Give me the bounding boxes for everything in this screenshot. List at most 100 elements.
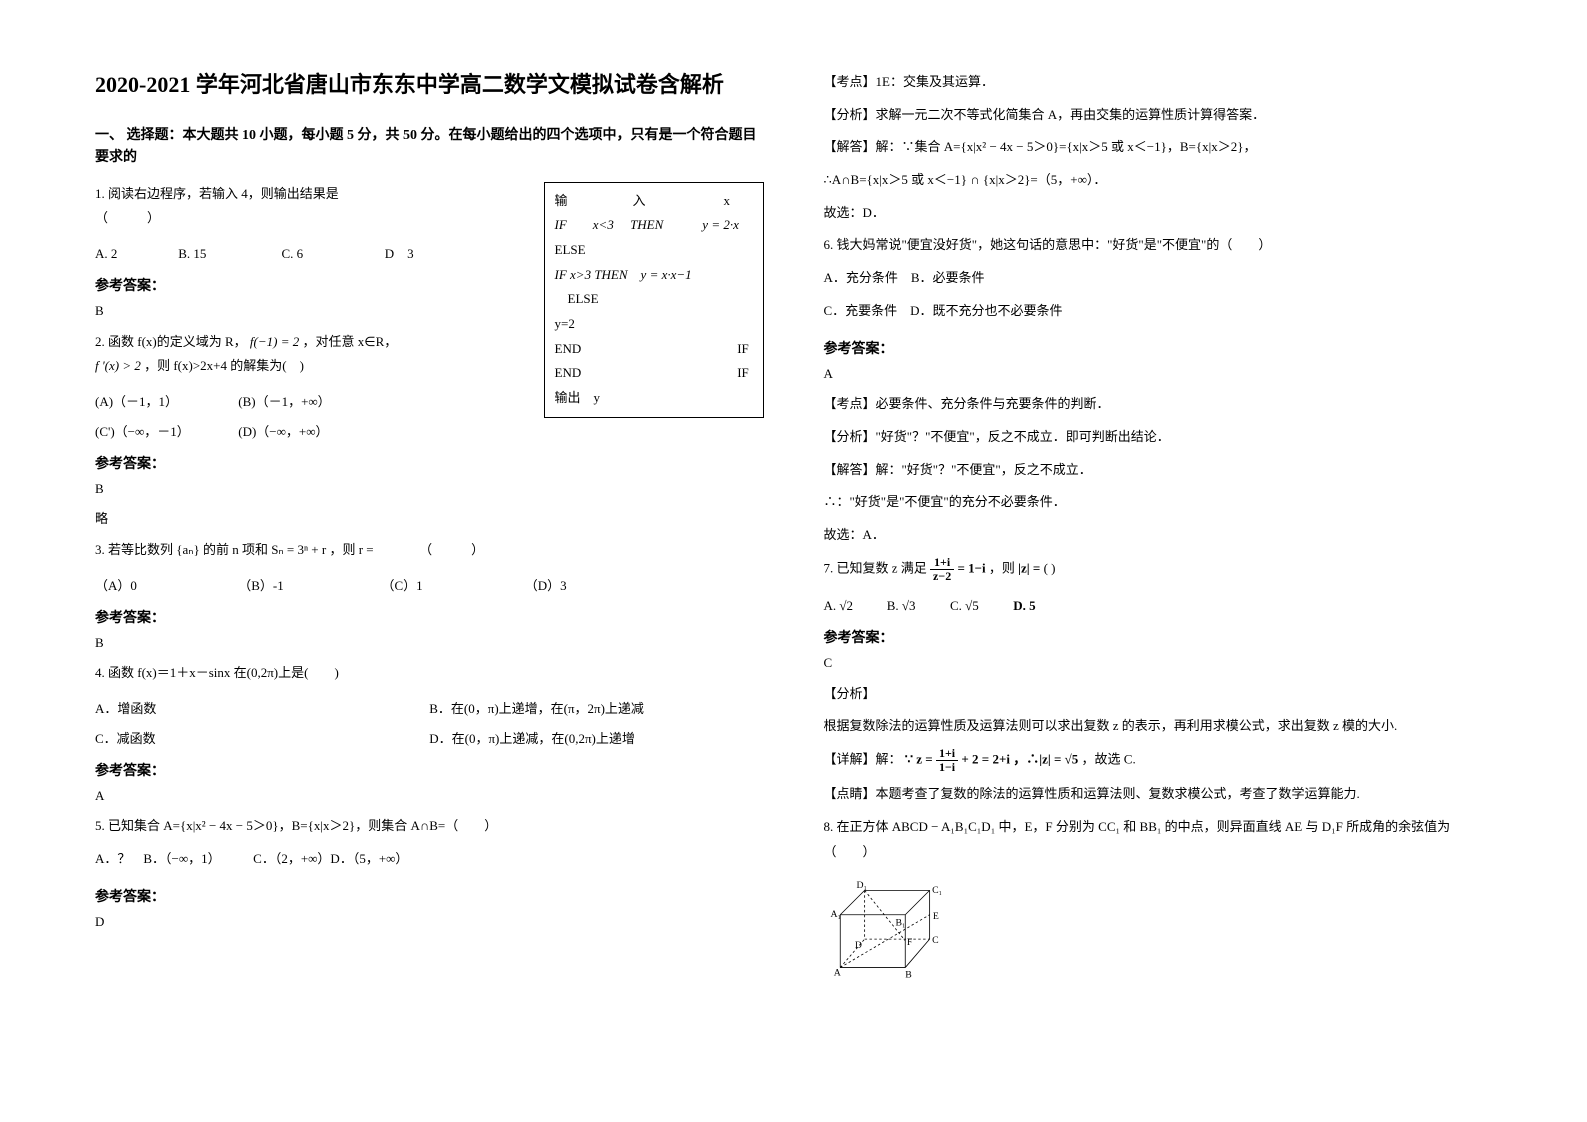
q7-c: ，则: [989, 560, 1015, 575]
jd6a: 【解答】解："好货"？"不便宜"，反之不成立．: [824, 458, 1493, 483]
q6-ans: A: [824, 362, 1493, 387]
q1-ans: B: [95, 299, 534, 324]
q2-opt-c: (C')（−∞，－1）: [95, 417, 235, 447]
cube-diagram: A B C D A₁ B₁ C₁ D₁ E F: [824, 876, 954, 986]
q7-opt-d: D. 5: [1013, 591, 1073, 621]
q2-opt-d: (D)（−∞，+∞）: [238, 417, 378, 447]
q8-stem: 8. 在正方体 ABCD − A₁B₁C₁D₁ 中，E，F 分别为 CC₁ 和 …: [824, 815, 1493, 864]
lbl-C1: C₁: [932, 885, 942, 896]
q4-opt-d: D．在(0，π)上递减，在(0,2π)上递增: [429, 724, 763, 754]
code-line-5: y=2: [555, 312, 753, 337]
code-box: 输 入 x IF x<3 THEN y = 2·x ELSE IF x>3 TH…: [544, 182, 764, 418]
q3-ans: B: [95, 631, 764, 656]
q2-opt-b: (B)（－1，+∞）: [238, 387, 378, 417]
xj7-frac-d: 1−i: [936, 761, 958, 774]
q7-opt-b: B. √3: [887, 591, 947, 621]
jd1c: 故选：D．: [824, 201, 1493, 226]
lbl-B1: B₁: [895, 918, 905, 929]
q7-b: = 1−i: [957, 560, 985, 575]
q5-stem: 5. 已知集合 A={x|x² − 4x − 5＞0}，B={x|x＞2}，则集…: [95, 814, 764, 839]
lbl-D: D: [854, 940, 861, 951]
q7-opt-c: C. √5: [950, 591, 1010, 621]
q1-stem: 1. 阅读右边程序，若输入 4，则输出结果是 （ ）: [95, 182, 534, 231]
xj7-frac: 1+i 1−i: [936, 747, 958, 774]
q4-opt-b: B．在(0，π)上递增，在(π，2π)上递减: [429, 694, 763, 724]
xj7-z: ∵ z =: [905, 752, 933, 767]
q7-options: A. √2 B. √3 C. √5 D. 5: [824, 591, 1493, 621]
q4-opt-a: A．增函数: [95, 694, 429, 724]
q6-stem: 6. 钱大妈常说"便宜没好货"，她这句话的意思中："好货"是"不便宜"的（ ）: [824, 233, 1493, 258]
q3-options: （A）0 （B）-1 （C）1 （D）3: [95, 571, 764, 601]
q4-ans-label: 参考答案：: [95, 760, 764, 780]
xj7-a: 【详解】解：: [824, 752, 902, 767]
lbl-A: A: [833, 968, 840, 979]
q2-fneg1: f(−1) = 2: [250, 334, 299, 349]
dj7: 【点睛】本题考查了复数的除法的运算性质和运算法则、复数求模公式，考查了数学运算能…: [824, 782, 1493, 807]
xj7: 【详解】解： ∵ z = 1+i 1−i + 2 = 2+i ，∴|z| = √…: [824, 747, 1493, 774]
jd6b: ∴："好货"是"不便宜"的充分不必要条件．: [824, 490, 1493, 515]
lbl-F: F: [906, 937, 912, 948]
q3-stem-c: ，则 r = （ ）: [329, 542, 484, 557]
q3-stem-a: 3. 若等比数列: [95, 542, 173, 557]
q1-opt-c: C. 6: [282, 239, 382, 269]
q2-ans-label: 参考答案：: [95, 453, 764, 473]
q7-frac-n: 1+i: [930, 556, 954, 570]
xj7-c: ，∴|z| = √5: [1013, 752, 1078, 767]
q3-opt-d: （D）3: [525, 571, 665, 601]
q2-sub: 略: [95, 507, 764, 532]
q7-a: 7. 已知复数 z 满足: [824, 560, 927, 575]
q4-stem: 4. 函数 f(x)＝1＋x－sinx 在(0,2π)上是( ): [95, 661, 764, 686]
q1-ans-label: 参考答案：: [95, 275, 534, 295]
q7-ans: C: [824, 651, 1493, 676]
section-head: 一、 选择题：本大题共 10 小题，每小题 5 分，共 50 分。在每小题给出的…: [95, 125, 764, 170]
left-column: 2020-2021 学年河北省唐山市东东中学高二数学文模拟试卷含解析 一、 选择…: [95, 70, 764, 1092]
q1-opt-b: B. 15: [178, 239, 278, 269]
q6-opts-a: A．充分条件 B．必要条件: [824, 266, 1493, 291]
fx1: 【分析】求解一元二次不等式化简集合 A，再由交集的运算性质计算得答案．: [824, 103, 1493, 128]
q3-stem: 3. 若等比数列 {aₙ} 的前 n 项和 Sₙ = 3ⁿ + r ，则 r =…: [95, 538, 764, 563]
code-line-7: END IF: [555, 361, 753, 386]
lbl-C: C: [932, 936, 939, 947]
lbl-A1: A₁: [830, 910, 840, 921]
q2-options: (A)（－1，1） (B)（－1，+∞） (C')（−∞，－1） (D)（−∞，…: [95, 387, 534, 447]
q7-frac: 1+i z−2: [930, 556, 954, 583]
kd6: 【考点】必要条件、充分条件与充要条件的判断．: [824, 392, 1493, 417]
fx7-h: 【分析】: [824, 682, 1493, 707]
q6-ans-label: 参考答案：: [824, 338, 1493, 358]
q2-stem: 2. 函数 f(x)的定义域为 R， f(−1) = 2 ，对任意 x∈R， f…: [95, 330, 534, 379]
q1-options: A. 2 B. 15 C. 6 D 3: [95, 239, 534, 269]
q1-opt-a: A. 2: [95, 239, 175, 269]
jd1b: ∴A∩B={x|x＞5 或 x＜−1} ∩ {x|x＞2}=（5，+∞）．: [824, 168, 1493, 193]
jd1a: 【解答】解：∵集合 A={x|x² − 4x − 5＞0}={x|x＞5 或 x…: [824, 135, 1493, 160]
page: 2020-2021 学年河北省唐山市东东中学高二数学文模拟试卷含解析 一、 选择…: [0, 0, 1587, 1122]
q1-row: 1. 阅读右边程序，若输入 4，则输出结果是 （ ） A. 2 B. 15 C.…: [95, 182, 764, 447]
q5-ans: D: [95, 910, 764, 935]
q7-stem: 7. 已知复数 z 满足 1+i z−2 = 1−i ，则 |z| = ( ): [824, 556, 1493, 583]
q1-left: 1. 阅读右边程序，若输入 4，则输出结果是 （ ） A. 2 B. 15 C.…: [95, 182, 534, 447]
q3-opt-b: （B）-1: [238, 571, 378, 601]
doc-title: 2020-2021 学年河北省唐山市东东中学高二数学文模拟试卷含解析: [95, 70, 764, 101]
q7-frac-d: z−2: [930, 570, 954, 583]
q2-stem-a: 2. 函数 f(x)的定义域为 R，: [95, 334, 247, 349]
code-line-4: ELSE: [555, 287, 753, 312]
code-line-2: ELSE: [555, 238, 753, 263]
code-line-1: IF x<3 THEN y = 2·x: [555, 213, 753, 238]
lbl-E: E: [932, 911, 938, 922]
q2-ans: B: [95, 477, 764, 502]
q3-stem-b: 的前 n 项和: [203, 542, 268, 557]
code-line-0: 输 入 x: [555, 189, 753, 214]
fx6: 【分析】"好货"？"不便宜"，反之不成立．即可判断出结论．: [824, 425, 1493, 450]
q7-opt-a: A. √2: [824, 591, 884, 621]
kd1: 【考点】1E：交集及其运算．: [824, 70, 1493, 95]
q7-d: ( ): [1044, 560, 1056, 575]
q4-options: A．增函数 B．在(0，π)上递增，在(π，2π)上递减 C．减函数 D．在(0…: [95, 694, 764, 754]
q4-ans: A: [95, 784, 764, 809]
q3-an: {aₙ}: [176, 542, 199, 557]
q3-opt-a: （A）0: [95, 571, 235, 601]
q3-ans-label: 参考答案：: [95, 607, 764, 627]
q2-stem-b: ，对任意 x∈R，: [303, 334, 398, 349]
lbl-B: B: [905, 970, 912, 981]
q5-opts: A．？ B．（−∞，1） C．（2，+∞）D．（5，+∞）: [95, 847, 764, 872]
q2-stem-c: ，则 f(x)>2x+4 的解集为( ): [144, 358, 304, 373]
code-line-6: END IF: [555, 337, 753, 362]
